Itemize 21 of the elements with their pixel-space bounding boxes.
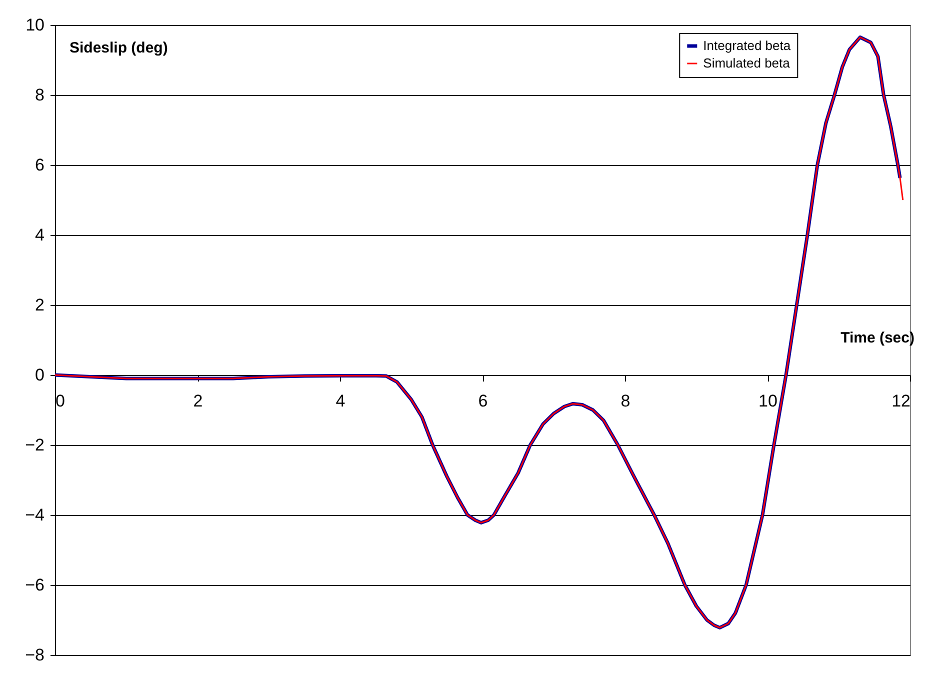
x-tick-label: 8 (620, 392, 630, 410)
y-tick-label: 2 (35, 296, 44, 314)
y-tick-label: 10 (26, 16, 44, 34)
y-tick-label: 0 (35, 366, 44, 384)
y-tick-label: 6 (35, 156, 44, 174)
x-tick-label: 10 (758, 392, 778, 410)
y-tick-label: 8 (35, 86, 44, 104)
x-tick-label: 6 (478, 392, 488, 410)
x-tick-label: 0 (56, 392, 65, 410)
x-tick-label: 12 (892, 392, 910, 410)
y-tick-label: −8 (25, 646, 44, 664)
legend-label: Integrated beta (703, 38, 792, 53)
y-axis-title: Sideslip (deg) (70, 40, 168, 56)
y-tick-label: 4 (35, 226, 44, 244)
y-tick-label: −6 (25, 576, 44, 594)
x-tick-label: 2 (193, 392, 203, 410)
y-tick-label: −4 (25, 506, 44, 524)
legend-label: Simulated beta (703, 56, 791, 70)
x-tick-label: 4 (336, 392, 346, 410)
x-axis-title: Time (sec) (840, 330, 914, 346)
y-tick-label: −2 (25, 436, 44, 454)
